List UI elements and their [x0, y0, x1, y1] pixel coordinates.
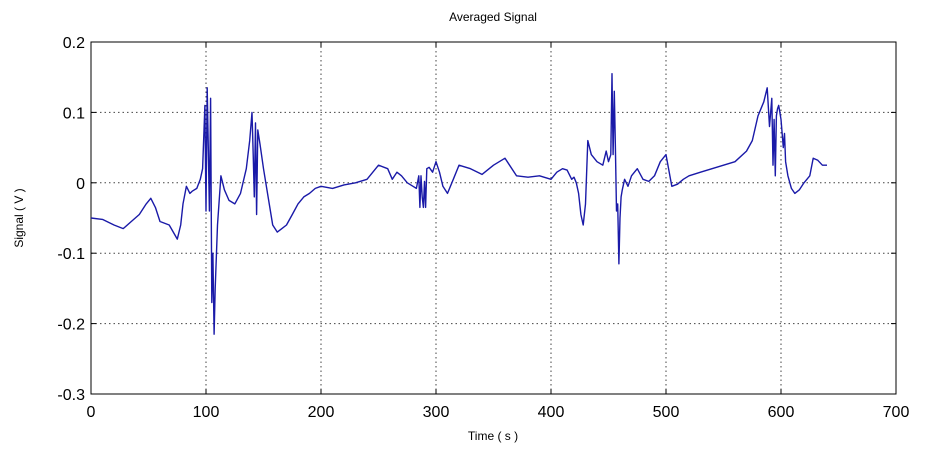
y-tick-label: 0: [76, 176, 85, 193]
x-tick-label: 400: [538, 404, 565, 421]
y-tick-label: -0.2: [57, 317, 85, 334]
y-tick-label: -0.3: [57, 387, 85, 404]
x-tick-label: 200: [308, 404, 335, 421]
x-axis-label: Time ( s ): [468, 429, 518, 443]
x-tick-label: 500: [653, 404, 680, 421]
grid-lines: [91, 42, 896, 394]
x-tick-label: 0: [87, 404, 96, 421]
x-tick-label: 300: [423, 404, 450, 421]
chart-title: Averaged Signal: [449, 10, 537, 24]
y-axis-label: Signal ( V ): [12, 188, 26, 247]
y-axis-tick-labels: -0.3 -0.2 -0.1 0 0.1 0.2: [57, 35, 85, 404]
axis-ticks: [90, 41, 897, 395]
x-tick-label: 100: [193, 404, 220, 421]
x-tick-label: 600: [768, 404, 795, 421]
data-series: [90, 72, 827, 335]
y-tick-label: 0.2: [63, 35, 85, 52]
signal-line: [90, 72, 827, 335]
x-tick-label: 700: [883, 404, 910, 421]
y-tick-label: 0.1: [63, 105, 85, 122]
y-tick-label: -0.1: [57, 246, 85, 263]
x-axis-tick-labels: 0 100 200 300 400 500 600 700: [87, 404, 910, 421]
